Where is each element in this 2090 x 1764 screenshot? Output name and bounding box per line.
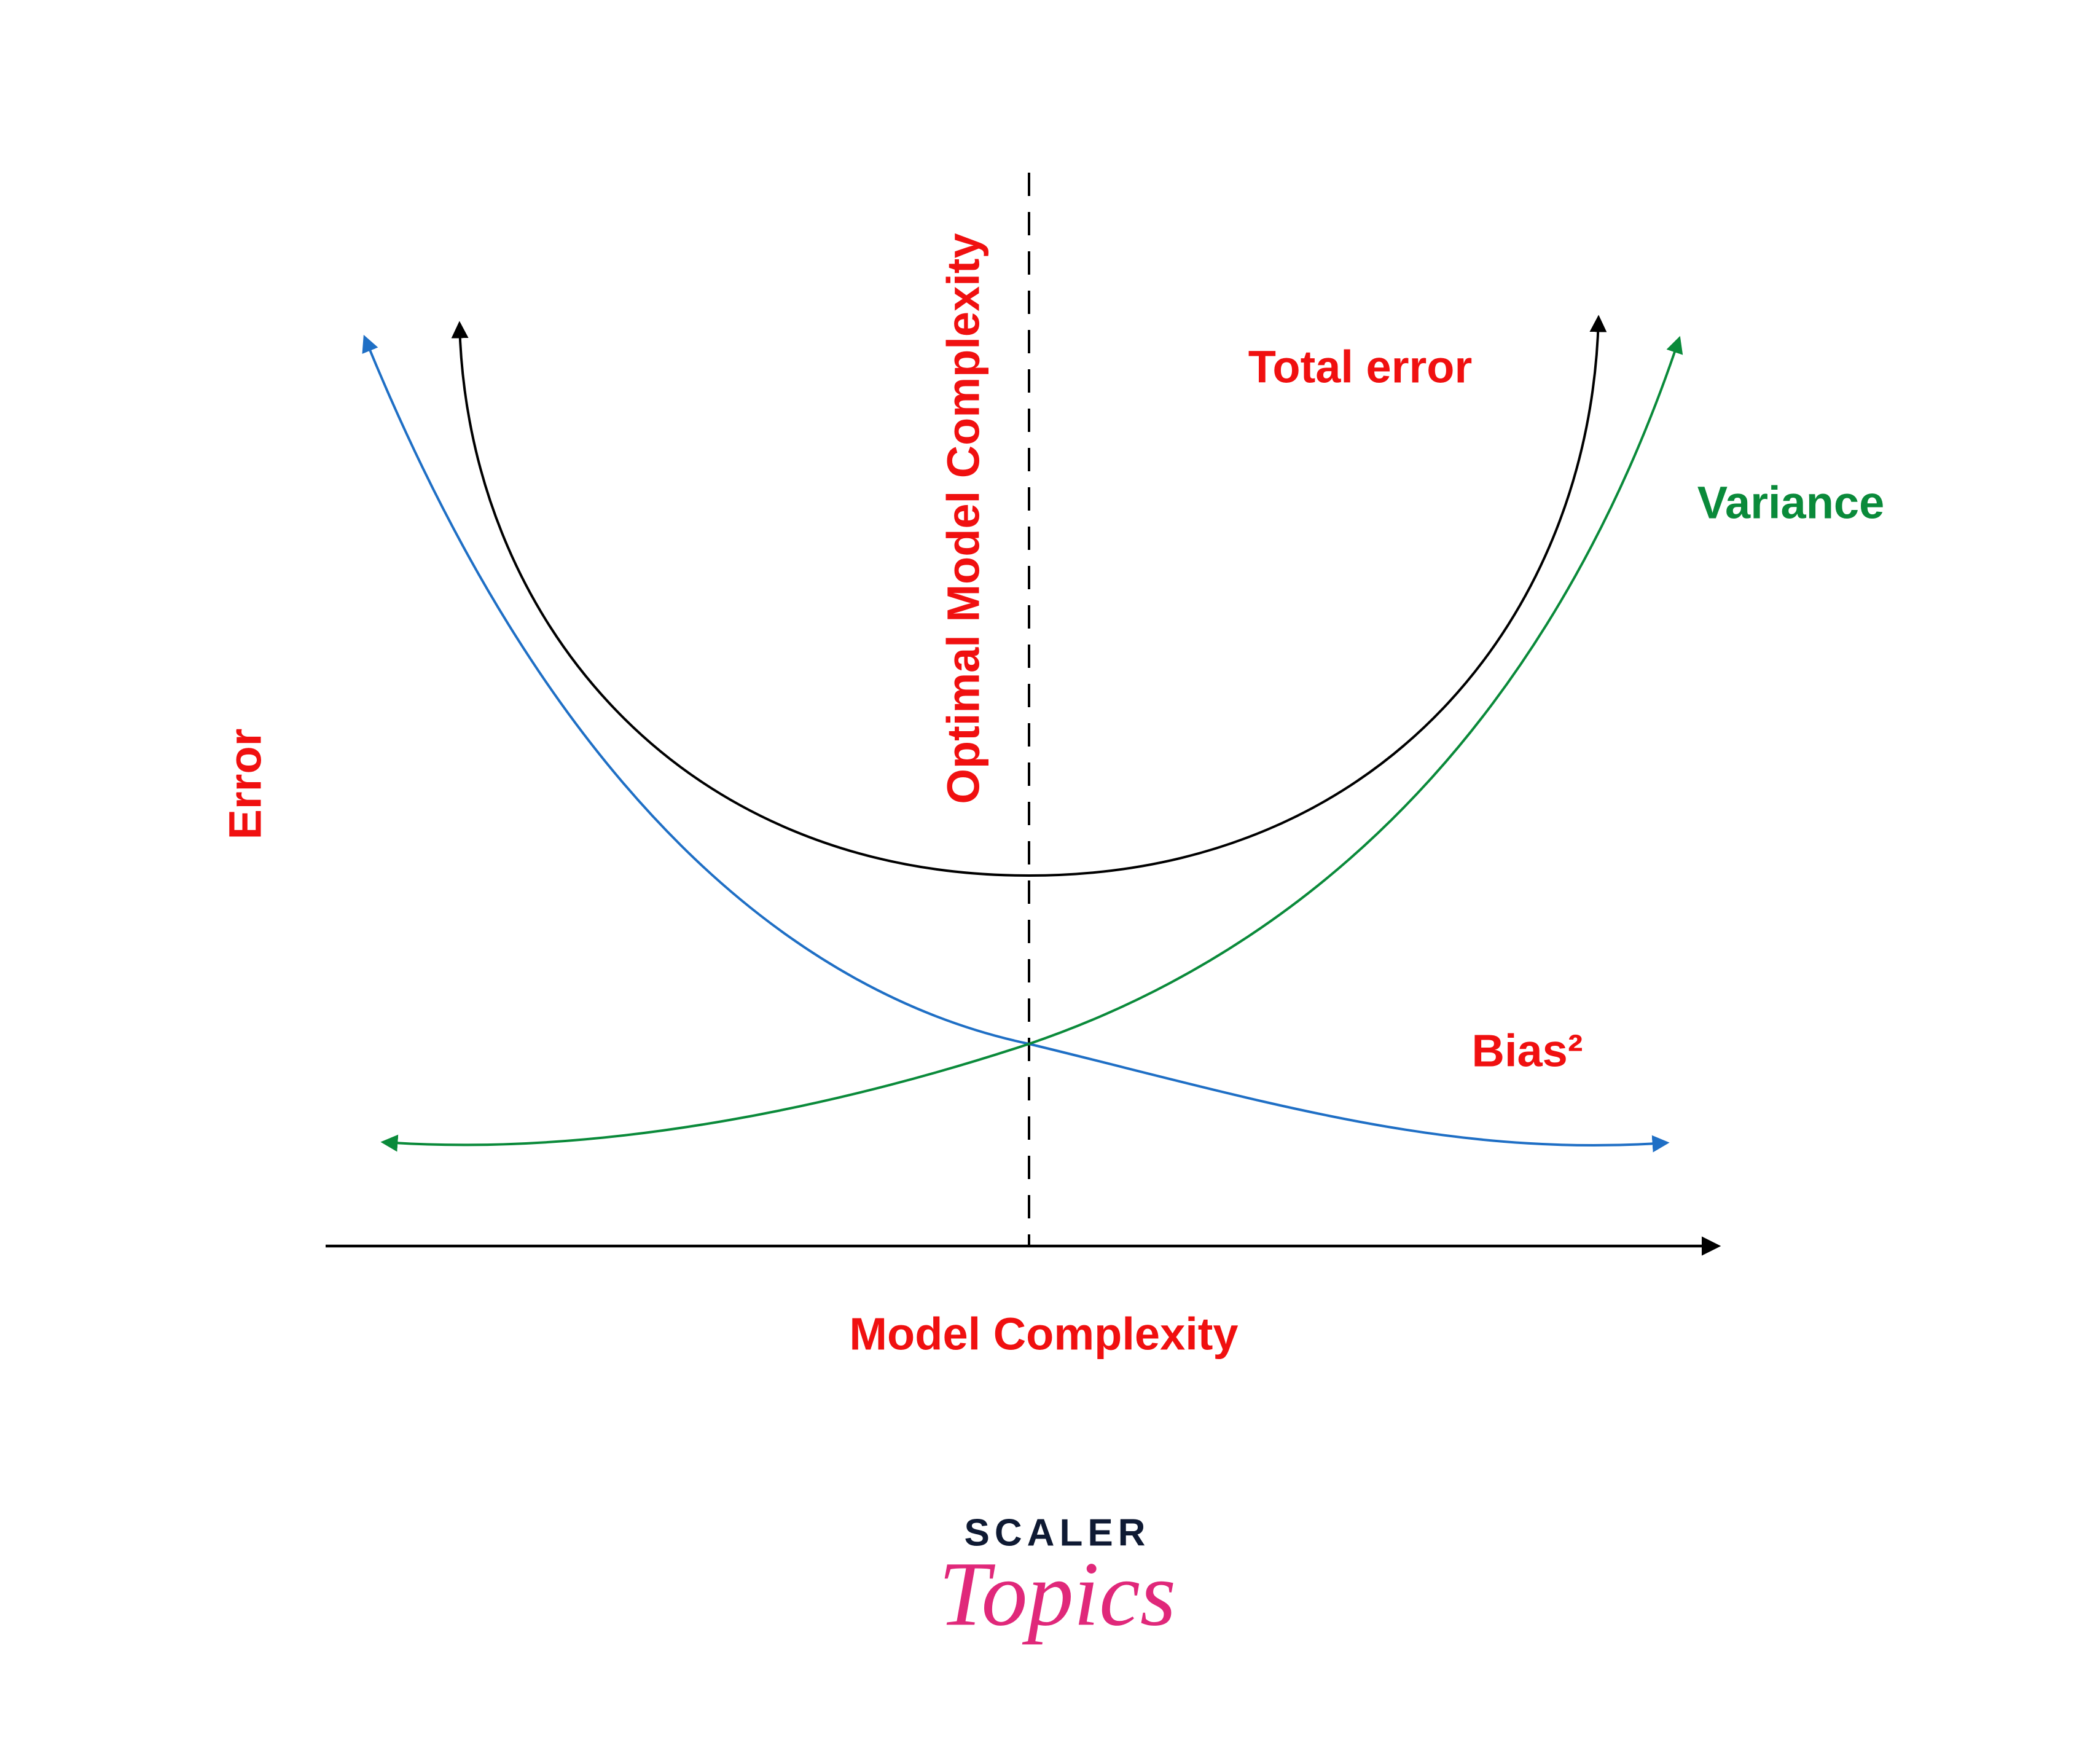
variance-label: Variance (1697, 477, 1884, 528)
total-error-label: Total error (1248, 342, 1473, 393)
logo-product: Topics (939, 1543, 1176, 1645)
bias-curve (362, 334, 1670, 1153)
y-axis-label: Error (220, 729, 271, 840)
x-axis-label: Model Complexity (849, 1309, 1238, 1360)
optimal-label: Optimal Model Complexity (938, 233, 989, 804)
logo-brand: SCALER (965, 1511, 1151, 1554)
bias-label: Bias² (1472, 1025, 1583, 1076)
variance-curve (380, 335, 1683, 1152)
